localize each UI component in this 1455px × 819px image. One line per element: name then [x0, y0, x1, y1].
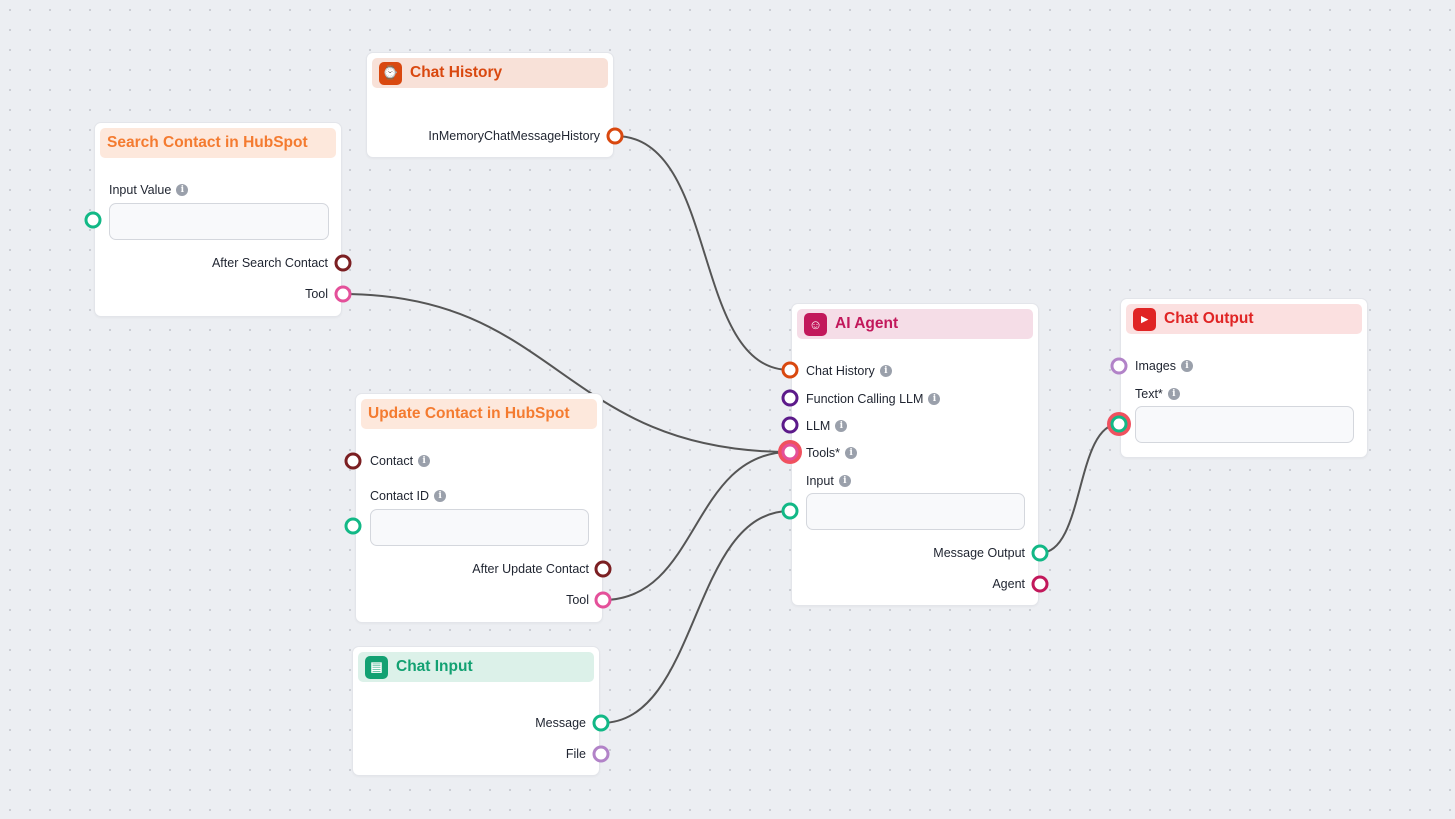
info-icon[interactable]: i: [845, 447, 858, 459]
info-icon[interactable]: i: [928, 393, 941, 405]
node-header: ▤ Chat Input: [358, 652, 594, 682]
node-title: Search Contact in HubSpot: [107, 134, 308, 151]
chat-history-handle[interactable]: [781, 361, 799, 379]
node-ai-agent[interactable]: ☺ AI Agent: [791, 303, 1039, 606]
info-icon[interactable]: i: [434, 490, 447, 502]
output-label: File: [565, 747, 586, 761]
node-header: ▸ Chat Output: [1126, 304, 1362, 334]
llm-handle[interactable]: [781, 416, 799, 434]
output-label: Tool: [566, 593, 589, 607]
agent-handle[interactable]: [1031, 575, 1049, 593]
input-handle[interactable]: [344, 452, 362, 470]
edge-update-tool-to-agent-tools[interactable]: [602, 451, 791, 601]
edge-agent-output-to-chat-output[interactable]: [1039, 423, 1120, 554]
info-icon[interactable]: i: [838, 475, 851, 487]
contact-id-field[interactable]: [370, 509, 589, 546]
robot-icon: ☺: [804, 312, 827, 336]
info-icon[interactable]: i: [176, 184, 189, 196]
node-title: Chat History: [410, 64, 503, 81]
node-title: Chat Output: [1164, 310, 1254, 327]
output-label: Tool: [305, 287, 328, 301]
input-handle[interactable]: [84, 211, 102, 229]
tool-handle[interactable]: [334, 285, 352, 303]
field-label: Function Calling LLM i: [806, 392, 941, 406]
output-label: Message Output: [933, 546, 1025, 560]
info-icon[interactable]: i: [418, 455, 431, 467]
field-label: LLM i: [806, 419, 848, 433]
info-icon[interactable]: i: [879, 365, 892, 377]
field-label: Images i: [1135, 359, 1193, 373]
output-handle[interactable]: [606, 127, 624, 145]
field-label: Contact i: [370, 454, 431, 468]
field-label: Input Value i: [109, 183, 189, 197]
node-title: Chat Input: [396, 658, 473, 675]
tools-handle[interactable]: [781, 443, 799, 461]
output-label: InMemoryChatMessageHistory: [428, 129, 600, 143]
edge-search-tool-to-agent-tools[interactable]: [341, 293, 791, 453]
node-header: Update Contact in HubSpot: [361, 399, 597, 429]
images-handle[interactable]: [1110, 357, 1128, 375]
node-header: ⌚ Chat History: [372, 58, 608, 88]
node-chat-history[interactable]: ⌚ Chat History: [366, 52, 614, 158]
function-llm-handle[interactable]: [781, 389, 799, 407]
input-value-field[interactable]: [109, 203, 329, 240]
chat-output-icon: ▸: [1133, 307, 1156, 331]
node-header: Search Contact in HubSpot: [100, 128, 336, 158]
field-label: Chat History i: [806, 364, 892, 378]
text-handle[interactable]: [1110, 415, 1128, 433]
node-header: ☺ AI Agent: [797, 309, 1033, 339]
node-title: AI Agent: [835, 315, 899, 332]
field-label: Tools* i: [806, 446, 858, 460]
node-chat-input[interactable]: ▤ Chat Input: [352, 646, 600, 776]
field-label: Contact ID i: [370, 489, 447, 503]
field-label: Input i: [806, 474, 851, 488]
output-label: After Update Contact: [472, 562, 589, 576]
message-handle[interactable]: [592, 714, 610, 732]
file-handle[interactable]: [592, 745, 610, 763]
node-search-contact[interactable]: Search Contact in HubSpot: [94, 122, 342, 317]
node-update-contact[interactable]: Update Contact in HubSpot: [355, 393, 603, 623]
output-label: Message: [535, 716, 586, 730]
chat-history-icon: ⌚: [379, 61, 402, 85]
message-output-handle[interactable]: [1031, 544, 1049, 562]
node-chat-output[interactable]: ▸ Chat Output: [1120, 298, 1368, 458]
edge-chat-input-to-agent-input[interactable]: [600, 510, 791, 724]
node-title: Update Contact in HubSpot: [368, 405, 570, 422]
output-label: After Search Contact: [211, 256, 328, 270]
field-label: Text* i: [1135, 387, 1180, 401]
output-handle[interactable]: [594, 560, 612, 578]
output-label: Agent: [992, 577, 1025, 591]
agent-input-field[interactable]: [806, 493, 1025, 530]
input-handle[interactable]: [344, 517, 362, 535]
input-handle[interactable]: [781, 502, 799, 520]
info-icon[interactable]: i: [1167, 388, 1180, 400]
info-icon[interactable]: i: [835, 420, 848, 432]
chat-input-icon: ▤: [365, 655, 388, 679]
output-handle[interactable]: [334, 254, 352, 272]
tool-handle[interactable]: [594, 591, 612, 609]
edge-chat-history-to-agent[interactable]: [614, 135, 791, 371]
text-field[interactable]: [1135, 406, 1354, 443]
info-icon[interactable]: i: [1181, 360, 1193, 372]
